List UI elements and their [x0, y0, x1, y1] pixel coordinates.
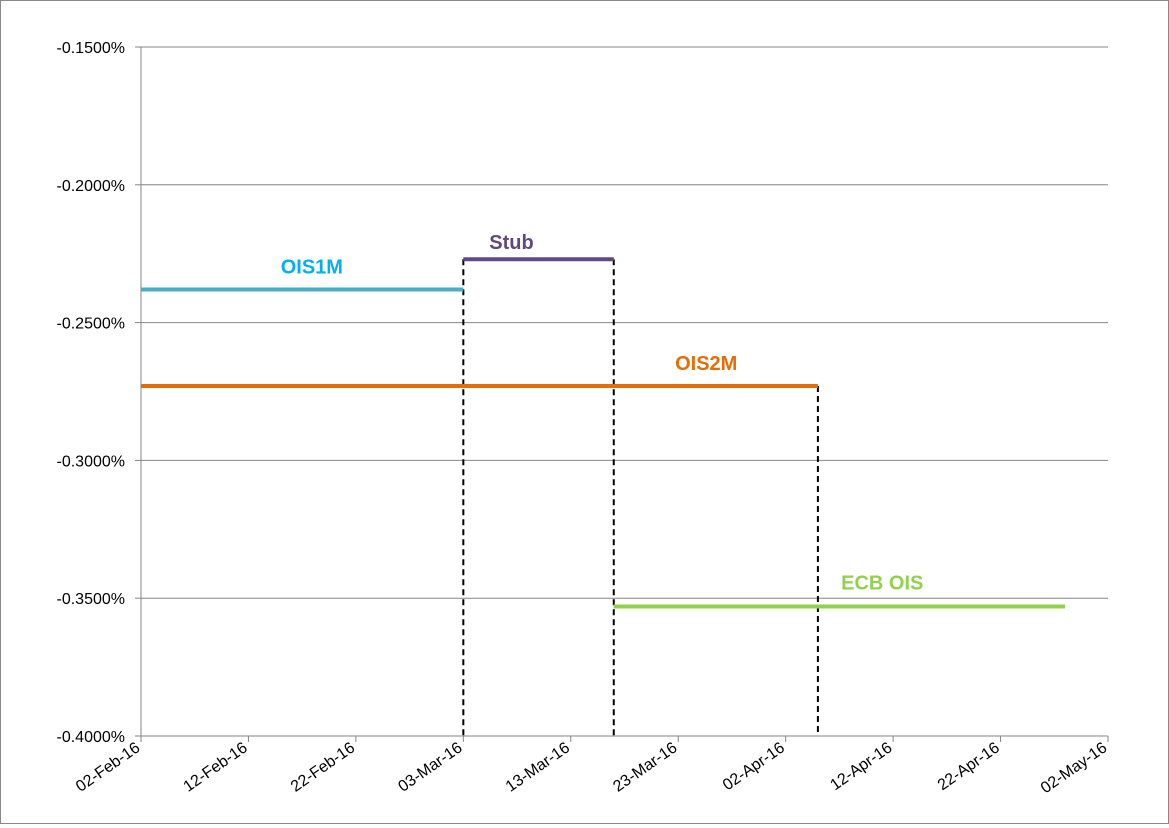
- x-tick-label: 12-Feb-16: [181, 739, 251, 795]
- series-label: ECB OIS: [841, 572, 923, 594]
- gridlines: [141, 46, 1108, 599]
- y-tick-labels: -0.1500% -0.2000% -0.2500% -0.3000% -0.3500%…: [57, 40, 126, 746]
- x-tick-label: 12-Apr-16: [827, 739, 895, 794]
- y-tick-label: -0.3500%: [57, 591, 126, 608]
- y-tick-label: -0.4000%: [57, 729, 126, 746]
- x-tick-label: 22-Feb-16: [288, 739, 358, 795]
- x-tick-label: 23-Mar-16: [610, 739, 680, 795]
- x-tick-label: 02-Apr-16: [720, 739, 788, 794]
- y-tick-label: -0.3000%: [57, 453, 126, 470]
- x-tick-label: 22-Apr-16: [935, 739, 1003, 794]
- axes: [135, 46, 1109, 742]
- x-tick-label: 03-Mar-16: [395, 739, 465, 795]
- series-label: Stub: [489, 232, 533, 254]
- y-tick-label: -0.1500%: [57, 40, 126, 57]
- series-lines: [141, 257, 1066, 609]
- x-tick-label: 02-Feb-16: [73, 739, 143, 795]
- y-tick-label: -0.2500%: [57, 316, 126, 333]
- x-tick-label: 02-May-16: [1038, 739, 1110, 797]
- x-tick-label: 13-Mar-16: [503, 739, 573, 795]
- series-label: OIS1M: [281, 257, 343, 279]
- series-labels: OIS1M Stub OIS2M ECB OIS: [281, 232, 924, 594]
- y-tick-label: -0.2000%: [57, 178, 126, 195]
- reference-lines: [462, 259, 819, 736]
- x-tick-labels: 02-Feb-16 12-Feb-16 22-Feb-16 03-Mar-16 13-M…: [73, 739, 1110, 797]
- series-label: OIS2M: [675, 353, 737, 375]
